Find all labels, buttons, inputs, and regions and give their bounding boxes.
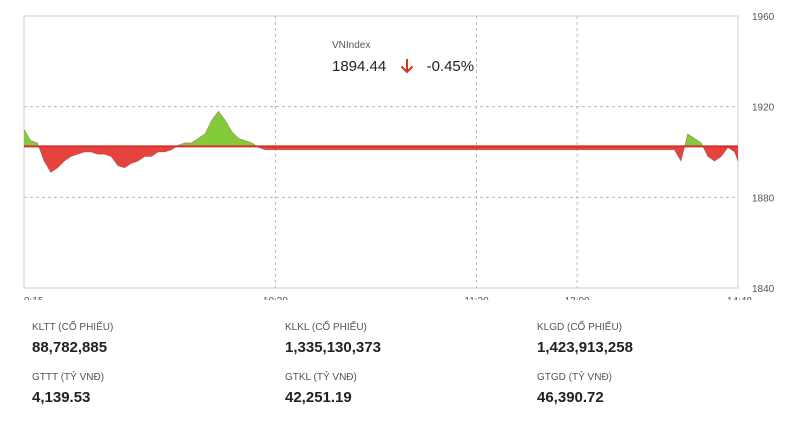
stat-value: 1,423,913,258 — [537, 339, 633, 356]
axis-ticks: 1960 1920 1880 1840 9:15 10:30 11:30 13:00 14:48 — [24, 12, 775, 300]
stat-label: GTTT (TỶ VNĐ) — [32, 372, 105, 383]
area-below-reference — [38, 146, 177, 173]
area-below-reference — [702, 146, 738, 162]
down-arrow-icon — [400, 58, 414, 74]
x-tick-label: 10:30 — [263, 296, 288, 300]
stat-label: GTGD (TỶ VNĐ) — [537, 372, 612, 383]
area-above-reference — [684, 133, 703, 147]
area-above-reference — [176, 111, 257, 147]
chart-area-fills — [24, 111, 738, 173]
x-tick-label: 11:30 — [464, 296, 489, 300]
y-tick-label: 1920 — [752, 103, 775, 114]
y-tick-label: 1880 — [752, 193, 775, 204]
stat-label: KLTT (CỔ PHIẾU) — [32, 322, 114, 333]
area-below-reference — [256, 146, 685, 162]
index-summary: VNIndex 1894.44 -0.45% — [332, 40, 474, 75]
stat-klgd: KLGD (CỔ PHIẾU) 1,423,913,258 — [537, 322, 767, 356]
x-tick-label: 14:48 — [727, 296, 752, 300]
index-value: 1894.44 — [332, 57, 387, 75]
y-tick-label: 1960 — [752, 12, 775, 23]
series-line — [23, 110, 739, 173]
stat-label: GTKL (TỶ VNĐ) — [285, 372, 357, 383]
index-values: 1894.44 -0.45% — [332, 57, 474, 75]
stat-gtgd: GTGD (TỶ VNĐ) 46,390.72 — [537, 372, 767, 406]
stat-value: 42,251.19 — [285, 389, 352, 406]
stat-value: 4,139.53 — [32, 389, 91, 406]
stat-gtkl: GTKL (TỶ VNĐ) 42,251.19 — [285, 372, 515, 406]
stat-gttt: GTTT (TỶ VNĐ) 4,139.53 — [32, 372, 262, 406]
stat-label: KLGD (CỔ PHIẾU) — [537, 322, 623, 333]
stat-value: 46,390.72 — [537, 389, 604, 406]
index-name: VNIndex — [332, 40, 371, 51]
vnindex-chart: 1960 1920 1880 1840 9:15 10:30 11:30 13:00 14:48 — [23, 12, 775, 300]
stat-label: KLKL (CỔ PHIẾU) — [285, 322, 367, 333]
index-change: -0.45% — [426, 57, 475, 75]
area-above-reference — [24, 129, 39, 147]
stat-value: 88,782,885 — [32, 339, 108, 356]
chart-lines — [23, 110, 739, 173]
stat-kltt: KLTT (CỔ PHIẾU) 88,782,885 — [32, 322, 262, 356]
stat-klkl: KLKL (CỔ PHIẾU) 1,335,130,373 — [285, 322, 515, 356]
x-tick-label: 9:15 — [24, 296, 44, 300]
stat-value: 1,335,130,373 — [285, 339, 381, 356]
x-tick-label: 13:00 — [565, 296, 590, 300]
y-tick-label: 1840 — [752, 284, 775, 295]
